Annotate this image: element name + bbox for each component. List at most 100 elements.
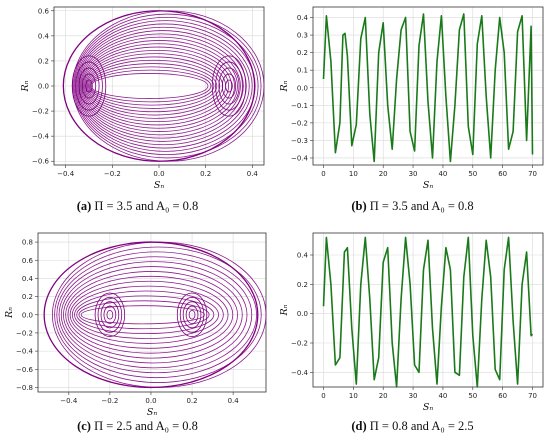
y-axis-label: Rₙ: [4, 307, 15, 319]
caption-text-b: Π = 3.5 and A₀ = 0.8: [369, 199, 474, 213]
x-axis-label: Sₙ: [154, 180, 165, 191]
x-tick-label: 0.2: [200, 170, 211, 178]
trajectory-loop: [79, 33, 244, 139]
spiral-focus-loop: [106, 310, 114, 320]
caption-text-a: Π = 3.5 and A₀ = 0.8: [94, 199, 199, 213]
y-tick-label: 0.6: [22, 257, 34, 265]
y-tick-label: −0.4: [16, 348, 34, 356]
caption-tag-d: (d): [351, 419, 367, 433]
y-tick-label: −0.4: [291, 369, 309, 377]
x-tick-label: −0.4: [60, 397, 78, 405]
trajectory-loop: [83, 46, 232, 126]
x-tick-label: 40: [438, 392, 447, 400]
panel-d: 0 10 20 30 40 50 60 70 −0.4 −0.2 0.0 0.2 0.4 Sₙ Rₙ (d)…: [275, 221, 550, 442]
y-tick-label: 0.2: [38, 57, 49, 65]
x-axis-label: Sₙ: [147, 407, 158, 418]
spiral-focus-loop: [75, 61, 103, 111]
caption-tag-a: (a): [76, 199, 92, 213]
trajectory-loop: [76, 295, 215, 335]
trajectory-loop: [69, 280, 229, 349]
x-tick-label: 0.4: [228, 397, 240, 405]
y-tick-label: 0.0: [297, 310, 308, 318]
y-tick-label: −0.2: [291, 340, 308, 348]
trajectory-loop: [74, 290, 219, 339]
spiral-focus-loop: [100, 301, 120, 329]
trajectory-loop: [76, 23, 253, 149]
caption-d: (d) Π = 0.8 and A₀ = 2.5: [275, 419, 550, 434]
y-tick-label: 0.8: [22, 239, 33, 247]
y-tick-label: −0.4: [32, 133, 50, 141]
y-tick-label: 0.0: [297, 84, 308, 92]
x-tick-label: 30: [409, 392, 418, 400]
trajectory-loop: [80, 36, 241, 136]
x-axis-label: Sₙ: [423, 402, 434, 413]
x-tick-label: 10: [349, 170, 358, 178]
panel-c: −0.4 −0.2 0.0 0.2 0.4 −0.8 −0.6 −0.4 −0.2 0.0 0.2 0…: [0, 221, 275, 442]
phase-trajectory: [62, 10, 265, 162]
trajectory-loop: [74, 16, 259, 156]
x-tick-label: 30: [409, 170, 418, 178]
trajectory-loop: [77, 26, 250, 146]
trajectory-loop: [54, 246, 262, 383]
trajectory-loop: [71, 285, 224, 344]
spiral-focus-loop: [182, 301, 202, 329]
trajectory-loop: [90, 73, 209, 99]
spiral-focus-loop: [185, 305, 199, 324]
y-tick-label: −0.2: [16, 329, 33, 337]
time-series-plot-b: 0 10 20 30 40 50 60 70 −0.4 −0.3 −0.2 −0.1 0.0 0.1 0.2…: [279, 6, 544, 191]
panel-a: −0.4 −0.2 0.0 0.2 0.4 −0.6 −0.4 −0.2 0.0 0.2 0.4 0.…: [0, 0, 275, 221]
x-tick-label: −0.2: [101, 397, 118, 405]
spiral-focus-loop: [188, 310, 196, 320]
x-tick-label: 60: [498, 170, 507, 178]
x-tick-label: 40: [438, 170, 447, 178]
caption-text-c: Π = 2.5 and A₀ = 0.8: [94, 419, 198, 433]
x-tick-label: 20: [379, 392, 388, 400]
plot-frame: [312, 232, 544, 388]
trajectory-loop: [87, 63, 218, 109]
x-tick-label: −0.2: [104, 170, 121, 178]
spiral-focus-loop: [85, 79, 93, 93]
series-line: [322, 13, 534, 163]
y-tick-label: 0.4: [38, 32, 50, 40]
spiral-focus-loop: [211, 55, 247, 117]
y-axis-label: Rₙ: [279, 304, 290, 316]
trajectory-loop: [67, 275, 234, 354]
x-tick-label: 0.2: [186, 397, 197, 405]
spiral-focus-loop: [71, 55, 107, 117]
y-tick-label: 0.2: [22, 293, 33, 301]
x-tick-label: 50: [468, 170, 477, 178]
caption-tag-b: (b): [351, 199, 367, 213]
trajectory-loop: [78, 300, 210, 330]
y-tick-label: −0.2: [291, 119, 308, 127]
phase-trajectory: [43, 241, 267, 389]
y-axis-label: Rₙ: [279, 80, 290, 92]
trajectory-loop: [84, 49, 230, 123]
trajectory-loop: [73, 13, 262, 159]
caption-a: (a) Π = 3.5 and A₀ = 0.8: [0, 199, 275, 214]
trajectory-loop: [87, 59, 221, 113]
x-tick-label: 60: [498, 392, 507, 400]
x-tick-label: 0: [321, 170, 325, 178]
trajectory-loop: [56, 251, 257, 379]
y-tick-label: 0.2: [297, 49, 308, 57]
trajectory-loop: [80, 305, 205, 325]
y-tick-label: 0.4: [297, 252, 309, 260]
y-tick-label: 0.6: [38, 7, 50, 15]
x-tick-label: 0: [321, 392, 325, 400]
spiral-focus-loop: [215, 61, 243, 111]
x-tick-label: 0.0: [153, 170, 164, 178]
caption-tag-c: (c): [77, 419, 91, 433]
trajectory-loop: [72, 10, 265, 162]
y-tick-label: −0.6: [16, 366, 34, 374]
x-tick-label: 50: [468, 392, 477, 400]
y-axis-label: Rₙ: [20, 80, 31, 92]
spiral-focus-loop: [225, 79, 233, 93]
y-tick-label: 0.1: [297, 67, 308, 75]
y-tick-label: 0.3: [297, 32, 308, 40]
spiral-focus-loop: [179, 296, 205, 333]
spiral-focus-loop: [97, 296, 123, 333]
y-tick-label: −0.3: [291, 137, 308, 145]
caption-text-d: Π = 0.8 and A₀ = 2.5: [369, 419, 474, 433]
x-tick-label: 70: [528, 170, 537, 178]
spiral-focus-loop: [103, 305, 117, 324]
